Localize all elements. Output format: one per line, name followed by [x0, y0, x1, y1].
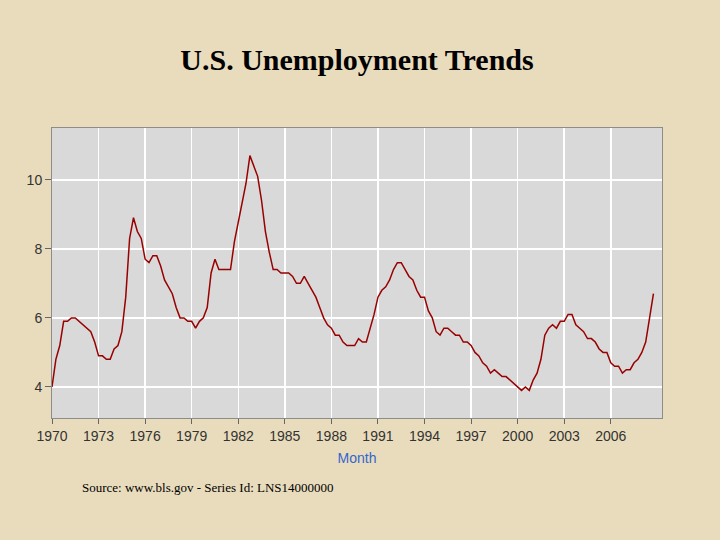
- svg-text:1985: 1985: [269, 428, 300, 444]
- svg-text:2000: 2000: [502, 428, 533, 444]
- svg-text:1973: 1973: [83, 428, 114, 444]
- svg-text:1982: 1982: [223, 428, 254, 444]
- svg-text:Month: Month: [338, 450, 377, 466]
- svg-text:Source: www.bls.gov - Series I: Source: www.bls.gov - Series Id: LNS1400…: [82, 480, 334, 495]
- svg-text:1997: 1997: [456, 428, 487, 444]
- svg-text:1988: 1988: [316, 428, 347, 444]
- svg-text:1976: 1976: [130, 428, 161, 444]
- svg-text:2003: 2003: [549, 428, 580, 444]
- svg-text:4: 4: [34, 379, 42, 395]
- svg-text:8: 8: [34, 241, 42, 257]
- svg-text:U.S. Unemployment Trends: U.S. Unemployment Trends: [180, 43, 533, 76]
- svg-text:1970: 1970: [36, 428, 67, 444]
- svg-text:2006: 2006: [595, 428, 626, 444]
- svg-text:6: 6: [34, 310, 42, 326]
- svg-text:10: 10: [27, 172, 43, 188]
- svg-text:1979: 1979: [176, 428, 207, 444]
- svg-text:1991: 1991: [362, 428, 393, 444]
- svg-text:1994: 1994: [409, 428, 440, 444]
